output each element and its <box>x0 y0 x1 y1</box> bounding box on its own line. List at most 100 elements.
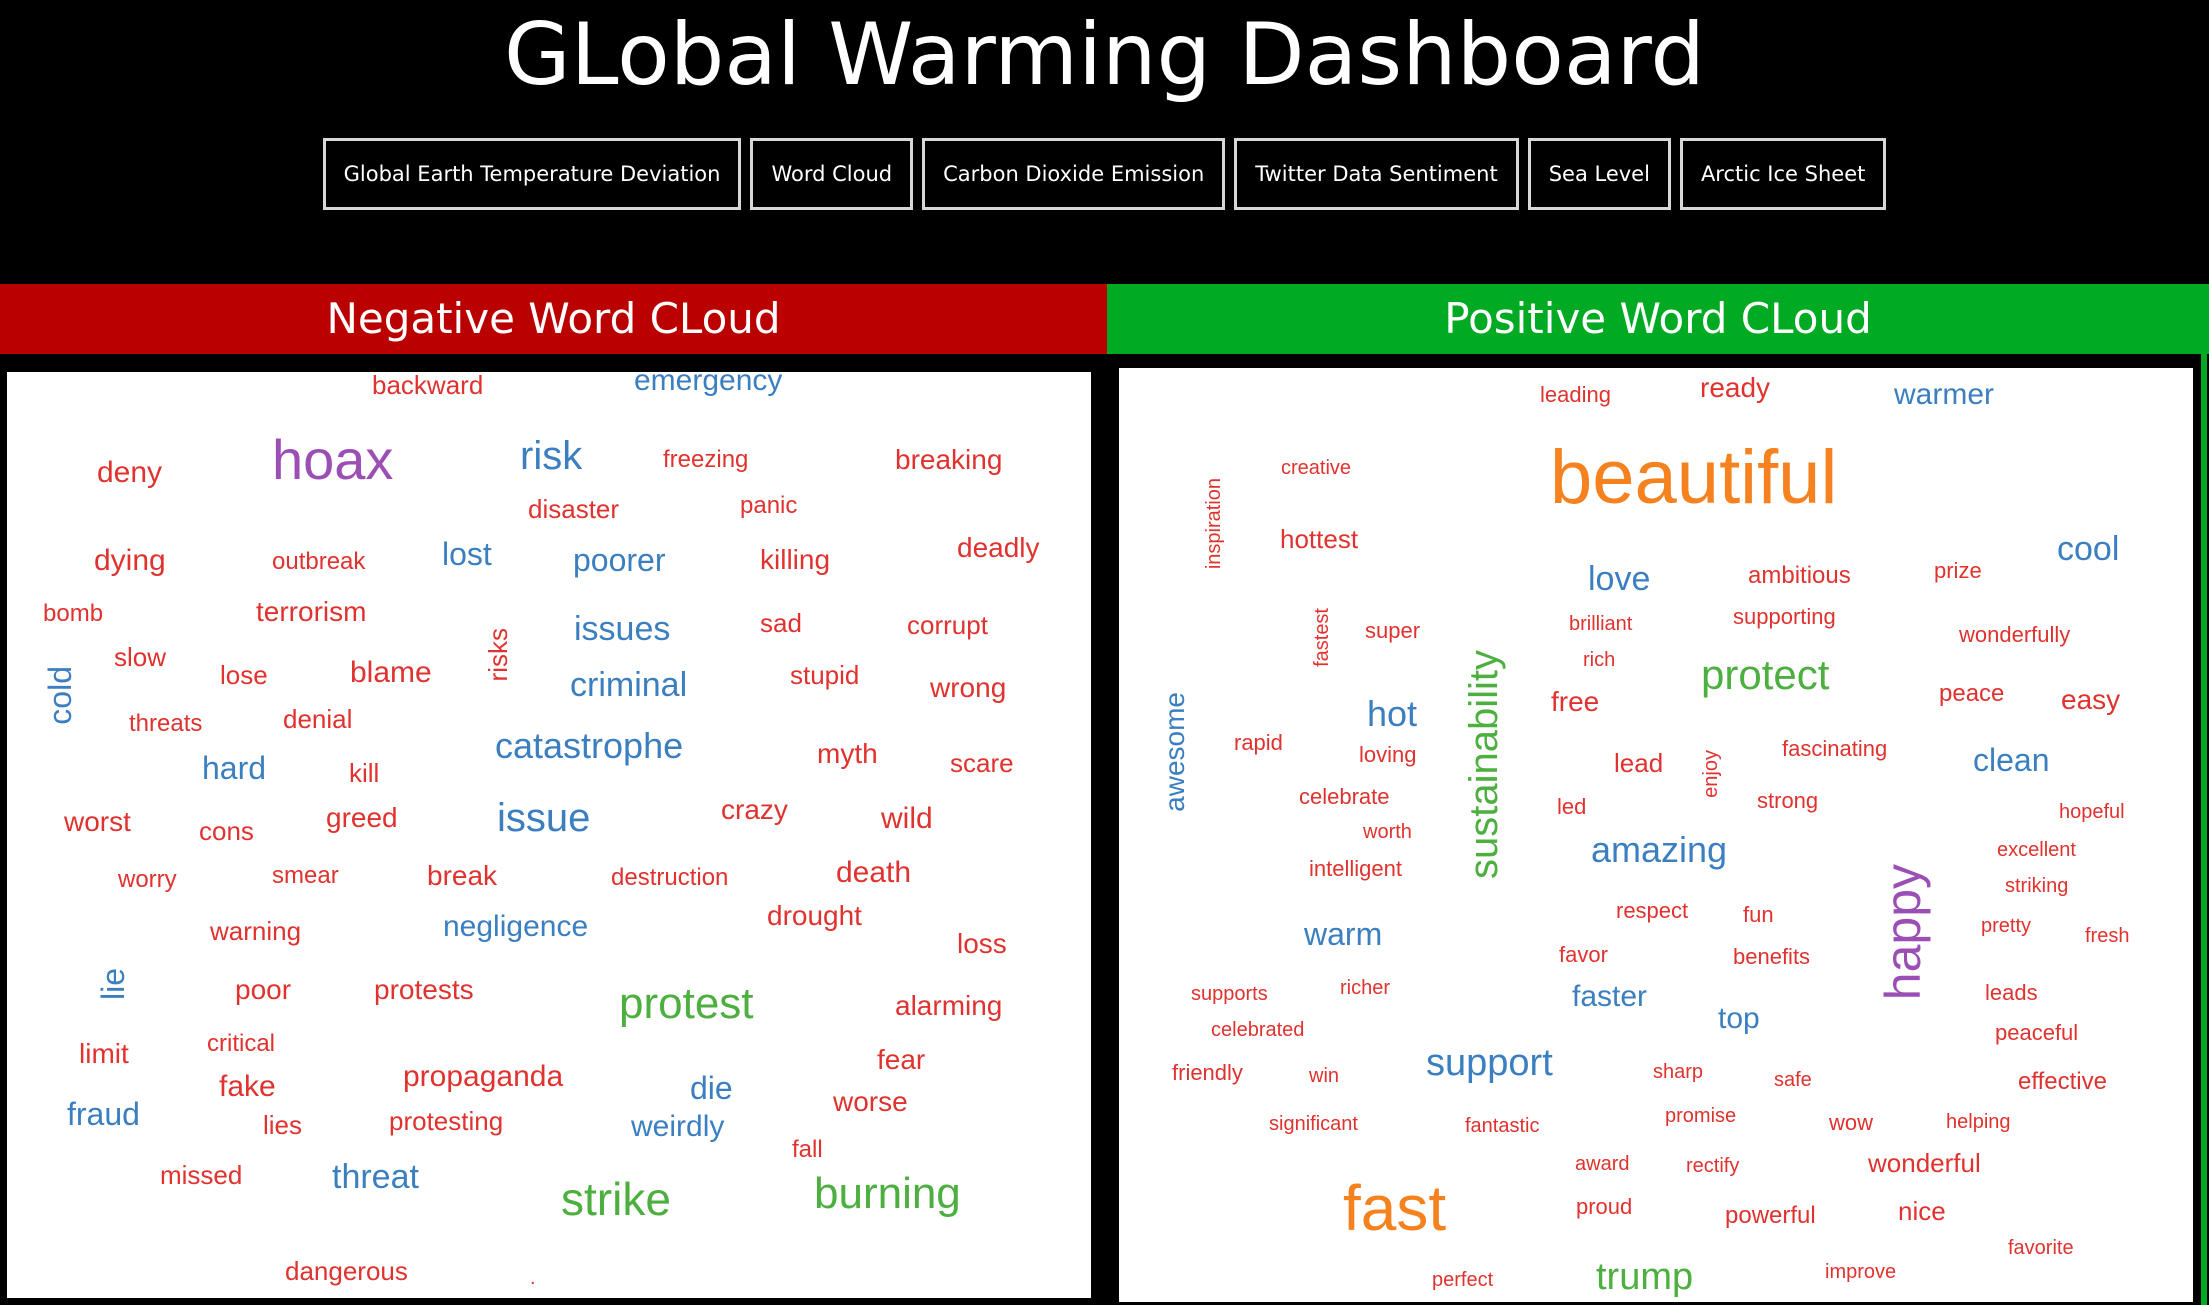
word-striking: striking <box>2005 875 2069 897</box>
word-poor: poor <box>235 974 292 1005</box>
word-pretty: pretty <box>1981 915 2032 937</box>
word-dangerous: dangerous <box>285 1256 408 1286</box>
word-alarming: alarming <box>895 990 1003 1021</box>
word-excellent: excellent <box>1997 839 2076 861</box>
word-warning: warning <box>210 916 302 946</box>
word-brilliant: brilliant <box>1569 613 1633 635</box>
word-win: win <box>1309 1065 1340 1087</box>
word-propaganda: propaganda <box>403 1060 564 1093</box>
word-helping: helping <box>1946 1111 2011 1133</box>
word-lead: lead <box>1614 748 1664 778</box>
word-strong: strong <box>1757 788 1819 813</box>
word-drought: drought <box>767 900 862 931</box>
word-wonderfully: wonderfully <box>1959 622 2071 647</box>
word-panic: panic <box>740 492 798 519</box>
word-support: support <box>1426 1042 1553 1084</box>
word-loving: loving <box>1359 742 1417 767</box>
word-deny: deny <box>97 456 163 489</box>
word-hard: hard <box>202 750 267 786</box>
word-issue: issue <box>497 796 591 840</box>
word-fear: fear <box>877 1044 926 1075</box>
word--: . <box>530 1267 536 1289</box>
word-fantastic: fantastic <box>1465 1115 1540 1137</box>
word-free: free <box>1551 686 1600 717</box>
word-wild: wild <box>881 802 933 835</box>
word-super: super <box>1365 618 1421 643</box>
word-hopeful: hopeful <box>2059 801 2125 823</box>
word-critical: critical <box>207 1030 276 1057</box>
word-safe: safe <box>1774 1069 1812 1091</box>
nav-button-sea-level[interactable]: Sea Level <box>1527 138 1671 210</box>
word-blame: blame <box>350 656 432 689</box>
word-emergency: emergency <box>634 372 783 397</box>
word-catastrophe: catastrophe <box>495 725 684 766</box>
word-threats: threats <box>129 710 203 737</box>
word-effective: effective <box>2018 1068 2107 1095</box>
word-limit: limit <box>79 1038 129 1069</box>
word-deadly: deadly <box>957 532 1040 563</box>
word-denial: denial <box>283 704 353 734</box>
word-fraud: fraud <box>67 1096 140 1132</box>
word-bomb: bomb <box>43 600 104 627</box>
word-leading: leading <box>1540 382 1611 407</box>
word-peace: peace <box>1939 680 2005 707</box>
word-outbreak: outbreak <box>272 548 366 575</box>
word-wow: wow <box>1829 1110 1874 1135</box>
word-protests: protests <box>374 974 474 1005</box>
word-missed: missed <box>160 1160 243 1190</box>
word-love: love <box>1588 560 1651 598</box>
word-intelligent: intelligent <box>1309 856 1402 881</box>
nav-button-arctic-ice-sheet[interactable]: Arctic Ice Sheet <box>1679 138 1887 210</box>
word-killing: killing <box>760 544 831 575</box>
word-cold: cold <box>42 666 78 725</box>
word-break: break <box>427 860 498 891</box>
nav-button-global-earth-temperature-deviation[interactable]: Global Earth Temperature Deviation <box>322 138 742 210</box>
word-myth: myth <box>817 738 878 769</box>
word-protesting: protesting <box>389 1106 504 1136</box>
word-worry: worry <box>118 866 177 893</box>
word-awesome: awesome <box>1159 692 1190 812</box>
word-lose: lose <box>220 660 268 690</box>
word-corrupt: corrupt <box>907 610 988 640</box>
word-benefits: benefits <box>1733 944 1811 969</box>
word-negligence: negligence <box>443 910 589 943</box>
word-fall: fall <box>792 1136 823 1163</box>
positive-panel-border <box>2201 354 2207 1305</box>
word-rich: rich <box>1583 649 1616 671</box>
word-protest: protest <box>619 979 754 1028</box>
word-cons: cons <box>199 816 254 846</box>
word-kill: kill <box>349 758 380 788</box>
word-slow: slow <box>114 642 167 672</box>
word-fast: fast <box>1343 1172 1447 1244</box>
word-greed: greed <box>326 802 398 833</box>
word-fresh: fresh <box>2085 925 2130 947</box>
word-issues: issues <box>574 610 671 648</box>
word-protect: protect <box>1701 651 1830 698</box>
word-worst: worst <box>64 806 131 837</box>
word-strike: strike <box>561 1173 671 1225</box>
word-proud: proud <box>1576 1194 1633 1219</box>
nav-bar: Global Earth Temperature Deviation Word … <box>0 138 2209 210</box>
word-celebrated: celebrated <box>1211 1019 1305 1041</box>
word-crazy: crazy <box>721 794 788 825</box>
word-friendly: friendly <box>1172 1060 1243 1085</box>
nav-button-word-cloud[interactable]: Word Cloud <box>750 138 914 210</box>
word-smear: smear <box>272 862 339 889</box>
word-powerful: powerful <box>1725 1202 1816 1229</box>
word-die: die <box>690 1070 733 1106</box>
word-weirdly: weirdly <box>631 1110 725 1143</box>
word-nice: nice <box>1898 1196 1946 1226</box>
nav-button-twitter-data-sentiment[interactable]: Twitter Data Sentiment <box>1234 138 1519 210</box>
nav-button-carbon-dioxide-emission[interactable]: Carbon Dioxide Emission <box>922 138 1226 210</box>
word-peaceful: peaceful <box>1995 1020 2079 1045</box>
word-hoax: hoax <box>272 428 394 491</box>
word-enjoy: enjoy <box>1700 750 1722 798</box>
negative-cloud-header: Negative Word CLoud <box>0 284 1107 354</box>
word-breaking: breaking <box>895 444 1003 475</box>
word-creative: creative <box>1281 457 1352 479</box>
word-fascinating: fascinating <box>1782 736 1888 761</box>
word-terrorism: terrorism <box>256 596 367 627</box>
negative-word-cloud: backward emergency deny hoax risk freezing bre… <box>7 372 1091 1298</box>
positive-cloud-header: Positive Word CLoud <box>1107 284 2209 354</box>
word-wonderful: wonderful <box>1868 1148 1981 1178</box>
